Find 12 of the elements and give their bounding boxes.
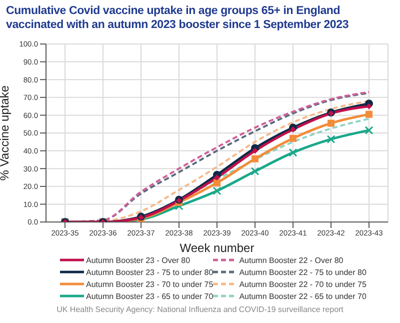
legend-label: Autumn Booster 22 - 65 to under 70 xyxy=(239,292,366,300)
legend-label: Autumn Booster 22 - Over 80 xyxy=(239,256,344,264)
y-axis-title: % Vaccine uptake xyxy=(0,85,12,181)
legend-label: Autumn Booster 22 - 75 to under 80 xyxy=(239,268,366,276)
legend-label: Autumn Booster 22 - 70 to under 75 xyxy=(239,280,366,288)
legend-label: Autumn Booster 23 - 65 to under 70 xyxy=(86,292,214,300)
text: UK Health Security Agency: National Influenza and COVID-19 surveillance report xyxy=(56,305,344,314)
legend-label: Autumn Booster 23 - 75 to under 80 xyxy=(86,268,214,276)
chart-title: Cumulative Covid vaccine uptake in age groups 65+ in England vaccinated with an autumn 2023 booster since 1 September 2023 xyxy=(5,4,350,33)
legend-label: Autumn Booster 23 - 70 to under 75 xyxy=(86,280,214,288)
x-axis-title: Week number xyxy=(180,241,254,255)
legend-label: Autumn Booster 23 - Over 80 xyxy=(86,256,190,264)
